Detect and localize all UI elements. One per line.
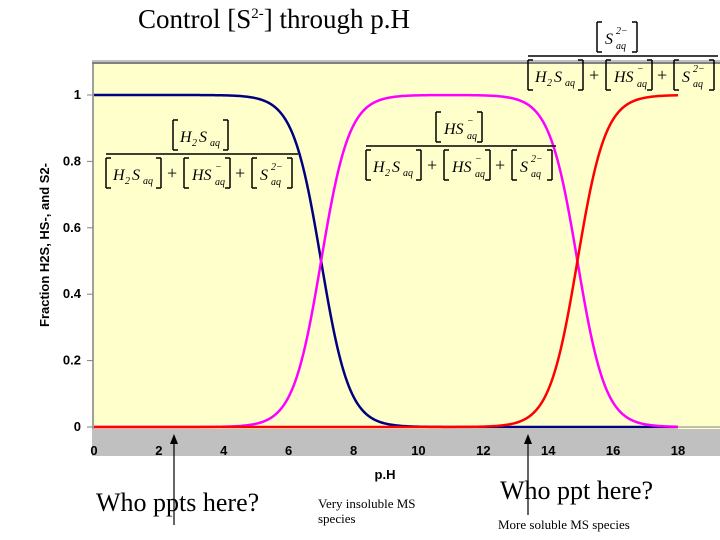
h2s-series-line — [94, 93, 678, 429]
x-tick-label: 8 — [350, 443, 357, 458]
y-axis-label: Fraction H2S, HS-, and S2- — [37, 163, 52, 327]
h2s-fraction — [106, 119, 298, 188]
x-tick-label: 18 — [671, 443, 685, 458]
series-lines — [94, 93, 679, 429]
right-annotation: Who ppt here? — [500, 476, 654, 505]
y-tick-label: 0 — [74, 419, 81, 434]
x-tick-label: 4 — [220, 443, 228, 458]
x-tick-label: 10 — [411, 443, 425, 458]
hs-fraction — [366, 111, 556, 180]
left-annotation-sub: Very insoluble MS species — [318, 496, 416, 526]
x-tick-label: 2 — [155, 443, 162, 458]
y-tick-label: 0.2 — [63, 353, 81, 368]
plot-area — [94, 64, 720, 429]
x-tick-label: 0 — [90, 443, 97, 458]
x-tick-label: 6 — [285, 443, 292, 458]
y-tick-label: 0.8 — [63, 153, 81, 168]
y-tick-labels: 0 0.2 0.4 0.6 0.8 1 — [63, 87, 93, 434]
x-tick-label: 14 — [541, 443, 556, 458]
right-arrow-head — [524, 434, 532, 444]
frame-shadow — [92, 62, 720, 64]
s2-series-line — [94, 94, 679, 429]
x-axis-label: p.H — [375, 467, 396, 482]
x-tick-label: 12 — [476, 443, 490, 458]
s2-fraction — [528, 21, 718, 90]
left-annotation: Who ppts here? — [96, 488, 260, 517]
left-arrow-head — [170, 434, 178, 444]
y-tick-label: 0.4 — [63, 286, 82, 301]
chart-title: Control [S2-] through p.H — [138, 4, 410, 34]
y-tick-label: 1 — [74, 87, 81, 102]
x-tick-label: 16 — [606, 443, 620, 458]
y-tick-label: 0.6 — [63, 220, 81, 235]
right-annotation-sub: More soluble MS species — [498, 517, 630, 532]
